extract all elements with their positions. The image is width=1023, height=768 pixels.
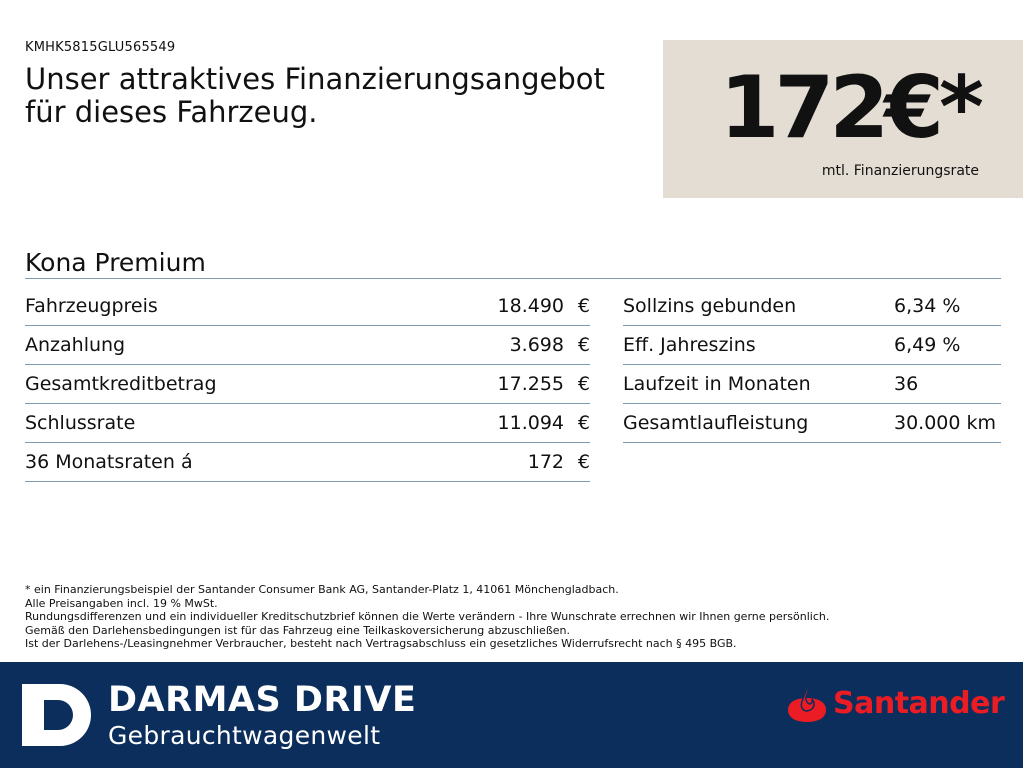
row-value: 6,49 % bbox=[894, 334, 961, 356]
row-value: 30.000 km bbox=[894, 412, 997, 434]
monthly-rate-caption: mtl. Finanzierungsrate bbox=[821, 163, 979, 179]
footnote: Alle Preisangaben incl. 19 % MwSt. bbox=[25, 596, 218, 610]
table-row: Anzahlung 3.698 € bbox=[25, 326, 590, 365]
dealer-name: DARMAS DRIVE bbox=[108, 680, 417, 720]
bank-name: Santander bbox=[833, 686, 1005, 721]
financing-table-left: Fahrzeugpreis 18.490 € Anzahlung 3.698 €… bbox=[25, 287, 590, 482]
row-value: 172 bbox=[527, 451, 564, 473]
row-label: Anzahlung bbox=[25, 334, 126, 356]
row-label: Sollzins gebunden bbox=[623, 295, 797, 317]
row-label: Fahrzeugpreis bbox=[25, 295, 158, 317]
row-value: 36 bbox=[894, 373, 919, 395]
row-currency: € bbox=[577, 451, 590, 473]
table-row: Gesamtlaufleistung 30.000 km bbox=[623, 404, 1001, 443]
footer-banner: DARMAS DRIVE Gebrauchtwagenwelt Santande… bbox=[0, 662, 1023, 768]
row-value: 18.490 bbox=[497, 295, 564, 317]
row-value: 3.698 bbox=[509, 334, 564, 356]
row-label: Laufzeit in Monaten bbox=[623, 373, 811, 395]
row-currency: € bbox=[577, 334, 590, 356]
row-label: Eff. Jahreszins bbox=[623, 334, 756, 356]
model-name: Kona Premium bbox=[25, 248, 206, 277]
table-row: Fahrzeugpreis 18.490 € bbox=[25, 287, 590, 326]
row-currency: € bbox=[577, 412, 590, 434]
table-row: Gesamtkreditbetrag 17.255 € bbox=[25, 365, 590, 404]
table-row: Eff. Jahreszins 6,49 % bbox=[623, 326, 1001, 365]
row-label: Gesamtkreditbetrag bbox=[25, 373, 217, 395]
monthly-rate-box: 172€* mtl. Finanzierungsrate bbox=[663, 40, 1023, 198]
row-value: 6,34 % bbox=[894, 295, 961, 317]
row-label: Schlussrate bbox=[25, 412, 136, 434]
monthly-rate-amount: 172€* bbox=[719, 58, 984, 158]
headline: Unser attraktives Finanzierungsangebot f… bbox=[25, 63, 645, 129]
vehicle-id: KMHK5815GLU565549 bbox=[25, 40, 176, 55]
table-row: Laufzeit in Monaten 36 bbox=[623, 365, 1001, 404]
row-currency: € bbox=[577, 295, 590, 317]
row-label: 36 Monatsraten á bbox=[25, 451, 193, 473]
footnote: Gemäß den Darlehensbedingungen ist für d… bbox=[25, 623, 570, 637]
headline-line-1: Unser attraktives Finanzierungsangebot bbox=[25, 62, 605, 96]
footnotes: * ein Finanzierungsbeispiel der Santande… bbox=[25, 583, 829, 651]
row-value: 17.255 bbox=[497, 373, 564, 395]
footnote: Rundungsdifferenzen und ein individuelle… bbox=[25, 610, 830, 623]
row-currency: € bbox=[577, 373, 590, 395]
row-label: Gesamtlaufleistung bbox=[623, 412, 809, 434]
darmas-drive-logo-icon bbox=[22, 684, 91, 746]
santander-flame-icon bbox=[788, 684, 826, 722]
dealer-subtitle: Gebrauchtwagenwelt bbox=[108, 721, 381, 750]
table-row: 36 Monatsraten á 172 € bbox=[25, 443, 590, 482]
table-row: Schlussrate 11.094 € bbox=[25, 404, 590, 443]
footnote: Ist der Darlehens-/Leasingnehmer Verbrau… bbox=[25, 637, 737, 650]
model-divider bbox=[25, 278, 1001, 279]
financing-table-right: Sollzins gebunden 6,34 % Eff. Jahreszins… bbox=[623, 287, 1001, 443]
headline-line-2: für dieses Fahrzeug. bbox=[25, 95, 318, 129]
row-value: 11.094 bbox=[497, 412, 564, 434]
table-row: Sollzins gebunden 6,34 % bbox=[623, 287, 1001, 326]
footnote: * ein Finanzierungsbeispiel der Santande… bbox=[25, 583, 619, 596]
